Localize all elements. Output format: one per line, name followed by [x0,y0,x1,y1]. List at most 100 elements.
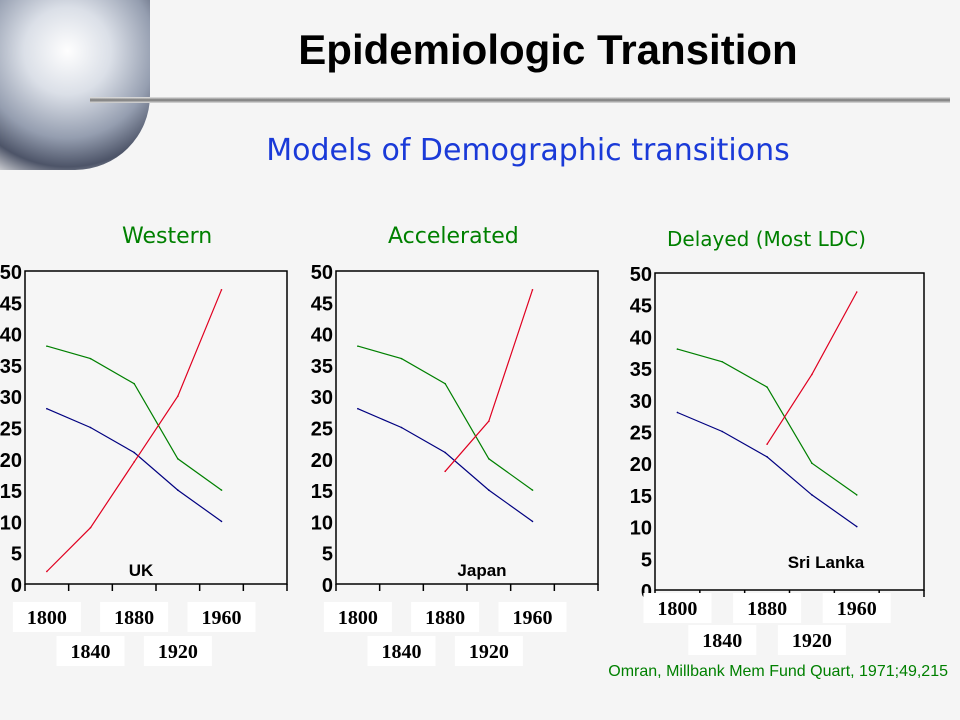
y-tick-label: 45 [0,293,22,315]
data-point [531,288,534,291]
y-tick-label: 10 [630,518,652,540]
y-tick-label: 15 [311,481,333,503]
chart-2: 0 5 10 15 20 25 30 35 40 45 50 18001840188019201960… [630,264,925,655]
x-label-box [733,593,802,623]
data-point [444,451,446,454]
data-point [676,411,679,414]
data-point [531,489,534,491]
charts-canvas: 0510152025303540455018001840188019201960… [0,262,925,666]
data-point [400,357,403,360]
data-point [133,451,135,454]
x-tick-label: 1880 [747,598,787,620]
data-point [89,357,92,360]
globe-logo [0,0,150,170]
y-tick-label: 50 [311,262,333,284]
x-tick-label: 1880 [425,607,465,629]
y-tick-label: 45 [311,293,333,315]
x-label-box [100,602,169,632]
y-tick-label: 35 [311,356,333,378]
data-point [220,520,223,523]
x-label-box [411,602,480,632]
y-tick-label: 40 [0,325,22,347]
data-point [855,494,858,496]
y-tick-label: 10 [0,512,22,534]
y-tick-label: 30 [311,387,333,409]
data-point [488,420,490,423]
plot-area [335,270,599,585]
y-tick-label: 35 [630,359,652,381]
data-point [46,570,48,573]
plot-area [24,270,288,585]
y-tick-label: 35 [0,356,22,378]
x-tick-label: 1880 [114,607,154,629]
x-tick-label: 1960 [837,598,877,620]
x-label-box [777,625,846,655]
y-tick-label: 20 [311,450,333,472]
data-point [444,382,446,385]
data-point [177,489,179,491]
data-point [133,461,135,463]
x-tick-label: 1800 [27,607,67,629]
y-tick-label: 25 [311,419,333,441]
data-point [89,526,92,529]
data-point [811,373,813,376]
x-tick-label: 1960 [513,607,553,629]
y-tick-label: 5 [322,544,333,566]
data-point [357,345,359,347]
citation: Omran, Millbank Mem Fund Quart, 1971;49,… [608,663,948,680]
title-divider [90,97,950,103]
chart-0: 0 5 10 15 20 25 30 35 40 45 50 18001840188019201960… [0,262,288,666]
x-tick-label: 1840 [382,641,422,663]
x-label-box [143,636,212,666]
country-label: Sri Lanka [788,553,865,572]
y-tick-label: 5 [11,544,22,566]
data-point [766,443,768,445]
data-point [220,489,223,491]
country-label: Japan [457,561,506,580]
y-tick-label: 15 [630,486,652,508]
data-point [89,426,92,429]
data-point [177,395,179,398]
x-tick-label: 1840 [702,630,742,652]
x-tick-label: 1920 [469,641,509,663]
chart-1: 0 5 10 15 20 25 30 35 40 45 50 18001840188019201960… [311,262,599,666]
y-tick-label: 40 [630,327,652,349]
x-tick-label: 1920 [792,630,832,652]
y-tick-label: 50 [0,262,22,284]
plot-area [654,272,925,591]
y-tick-label: 0 [11,575,22,597]
data-point [811,494,813,496]
y-tick-label: 20 [0,450,22,472]
data-point [811,462,813,465]
data-point [46,407,48,410]
x-label-box [643,593,712,623]
x-tick-label: 1800 [338,607,378,629]
slide-title: Epidemiologic Transition [298,26,798,73]
data-point [177,458,179,460]
data-point [766,386,768,388]
chart-title-accelerated: Accelerated [388,224,519,249]
y-tick-label: 25 [0,419,22,441]
x-label-box [187,602,256,632]
x-label-box [822,593,891,623]
y-tick-label: 0 [641,581,652,603]
y-tick-label: 25 [630,423,652,445]
y-tick-label: 0 [322,575,333,597]
x-label-box [12,602,81,632]
data-point [721,360,724,363]
y-tick-label: 5 [641,549,652,571]
y-tick-label: 30 [630,391,652,413]
data-point [46,345,48,347]
y-tick-label: 40 [311,325,333,347]
x-label-box [56,636,125,666]
data-point [488,458,490,460]
x-tick-label: 1960 [202,607,242,629]
data-point [220,288,223,291]
x-tick-label: 1800 [657,598,697,620]
x-tick-label: 1840 [71,641,111,663]
chart-title-western: Western [122,224,213,249]
data-point [133,382,135,385]
data-point [488,489,490,491]
data-point [444,470,446,473]
data-point [400,426,403,429]
